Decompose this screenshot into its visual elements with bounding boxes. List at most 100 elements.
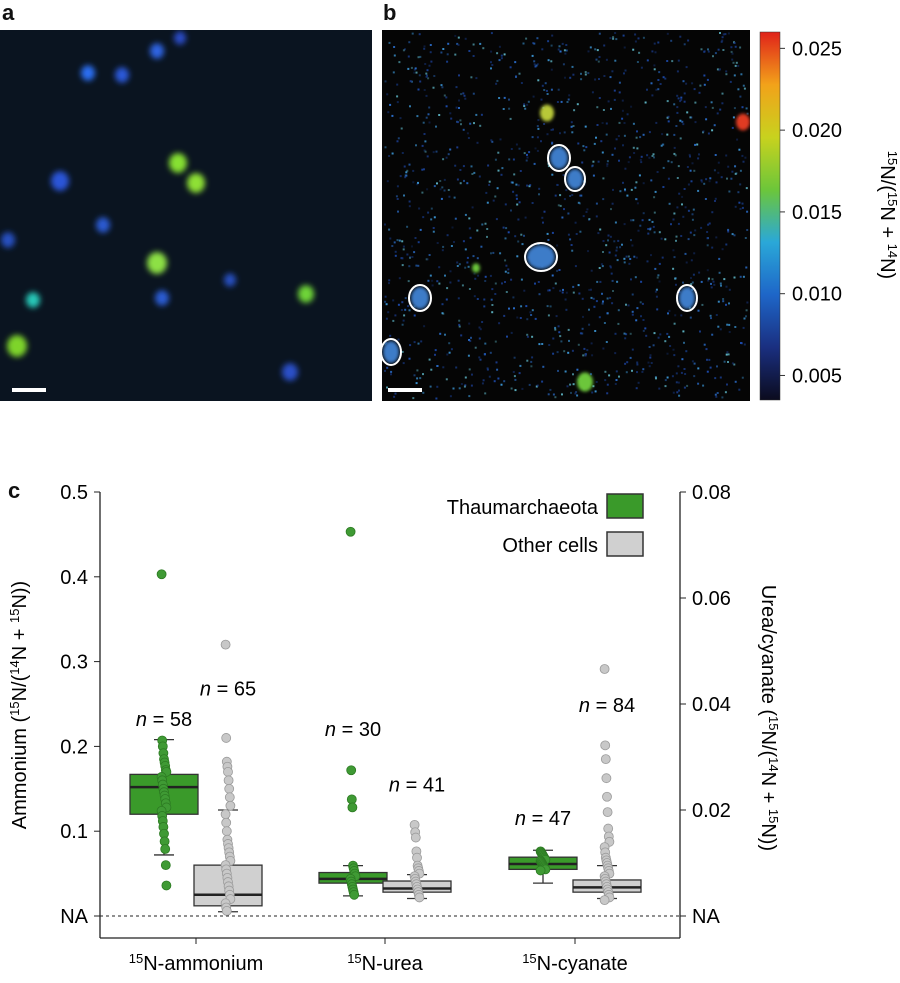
colorbar-gradient <box>759 31 781 401</box>
ion-count-pixel <box>601 265 604 268</box>
cell-blob <box>115 67 129 83</box>
ion-count-pixel <box>560 100 563 103</box>
ion-count-pixel <box>530 314 533 316</box>
cell-outline <box>676 284 698 312</box>
data-point <box>160 844 171 854</box>
ion-count-pixel <box>734 165 737 168</box>
ion-count-pixel <box>505 264 508 267</box>
ion-count-pixel <box>632 122 635 125</box>
ion-count-pixel <box>416 115 419 118</box>
ion-count-pixel <box>598 56 601 58</box>
ion-count-pixel <box>605 133 608 136</box>
ion-count-pixel <box>389 237 392 240</box>
ion-count-pixel <box>660 144 663 147</box>
ion-count-pixel <box>610 208 612 211</box>
ion-count-pixel <box>711 211 714 214</box>
ion-count-pixel <box>490 32 493 35</box>
ion-count-pixel <box>731 233 734 236</box>
ion-count-pixel <box>699 84 702 87</box>
ion-count-pixel <box>628 156 631 159</box>
ion-count-pixel <box>429 44 432 46</box>
ion-count-pixel <box>394 314 397 317</box>
ion-count-pixel <box>670 161 673 164</box>
ion-count-pixel <box>550 88 553 91</box>
ion-count-pixel <box>422 391 425 394</box>
ion-count-pixel <box>544 82 547 85</box>
ion-count-pixel <box>597 60 600 63</box>
ion-count-pixel <box>693 362 696 365</box>
ion-count-pixel <box>694 229 697 232</box>
ion-count-pixel <box>396 101 399 104</box>
ion-count-pixel <box>693 169 696 172</box>
ion-count-pixel <box>511 181 514 184</box>
ion-count-pixel <box>455 86 458 89</box>
ion-count-pixel <box>686 166 689 168</box>
ion-count-pixel <box>623 134 626 137</box>
ion-count-pixel <box>634 276 637 279</box>
ion-count-pixel <box>734 172 737 175</box>
ion-count-pixel <box>705 348 708 351</box>
ion-count-pixel <box>654 376 657 379</box>
data-point <box>156 569 167 580</box>
colorbar-label: 15N/(15N + 14N) <box>876 151 900 279</box>
ion-count-pixel <box>681 203 683 206</box>
panel-b-label: b <box>383 0 397 25</box>
ion-count-pixel <box>642 182 645 185</box>
ion-count-pixel <box>472 255 475 258</box>
ion-count-pixel <box>672 391 675 394</box>
ion-count-pixel <box>567 212 570 215</box>
ion-count-pixel <box>523 234 525 237</box>
ion-count-pixel <box>705 118 708 121</box>
ion-count-pixel <box>513 307 515 310</box>
ion-count-pixel <box>565 189 568 192</box>
ion-count-pixel <box>445 105 448 108</box>
ion-count-pixel <box>580 194 583 197</box>
ion-count-pixel <box>436 385 439 388</box>
ion-count-pixel <box>634 33 637 36</box>
ion-count-pixel <box>408 309 411 312</box>
ion-count-pixel <box>501 167 504 170</box>
ion-count-pixel <box>448 342 451 345</box>
ion-count-pixel <box>632 48 635 51</box>
ion-count-pixel <box>697 367 700 370</box>
ion-count-pixel <box>532 95 535 98</box>
ion-count-pixel <box>675 283 677 286</box>
ion-count-pixel <box>467 354 470 357</box>
ion-count-pixel <box>403 194 405 197</box>
ion-count-pixel <box>499 252 502 255</box>
ion-count-pixel <box>550 68 553 71</box>
ion-count-pixel <box>546 133 549 136</box>
hot-spot <box>736 113 750 131</box>
cell-signal <box>550 147 568 169</box>
ion-count-pixel <box>536 384 539 387</box>
cell-blob <box>26 292 40 308</box>
ion-count-pixel <box>526 103 529 106</box>
ion-count-pixel <box>679 100 682 103</box>
ion-count-pixel <box>490 252 492 255</box>
ion-count-pixel <box>639 301 642 304</box>
ion-count-pixel <box>598 78 600 80</box>
cell-outline <box>408 284 432 312</box>
ion-count-pixel <box>622 181 624 184</box>
ion-count-pixel <box>497 169 500 172</box>
data-point <box>349 889 360 900</box>
ion-count-pixel <box>428 358 431 361</box>
ion-count-pixel <box>735 61 738 64</box>
ion-count-pixel <box>596 106 599 109</box>
ion-count-pixel <box>442 366 445 369</box>
ion-count-pixel <box>648 156 651 159</box>
ion-count-pixel <box>621 117 624 120</box>
ion-count-pixel <box>444 333 446 336</box>
ion-count-pixel <box>568 94 571 97</box>
ion-count-pixel <box>405 174 408 177</box>
ion-count-pixel <box>614 383 617 385</box>
ion-count-pixel <box>445 96 448 99</box>
ion-count-pixel <box>691 281 694 284</box>
ion-count-pixel <box>615 370 618 373</box>
ion-count-pixel <box>673 152 676 155</box>
ion-count-pixel <box>652 225 655 228</box>
ion-count-pixel <box>584 73 587 76</box>
ion-count-pixel <box>582 145 585 148</box>
ion-count-pixel <box>564 76 566 79</box>
ion-count-pixel <box>644 101 647 104</box>
